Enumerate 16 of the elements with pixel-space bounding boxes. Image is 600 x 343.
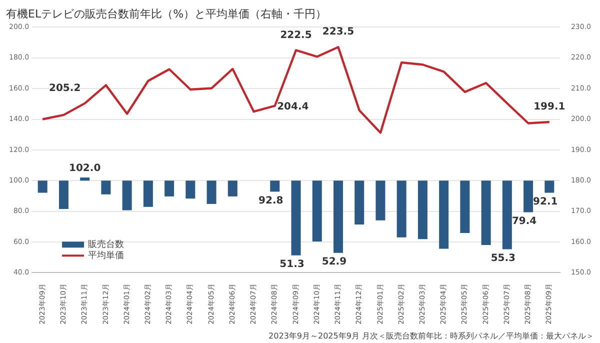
chart-title: 有機ELテレビの販売台数前年比（%）と平均単価（右軸・千円） (6, 7, 327, 20)
text: 2023年9月～2025年9月 月次＜販売台数前年比：時系列パネル／平均単価：最大パネル＞ (268, 331, 594, 340)
data-label: 205.2 (49, 82, 81, 94)
legend-label: 販売台数 (88, 239, 124, 250)
data-label: 52.9 (322, 256, 347, 268)
data-label: 102.0 (69, 163, 101, 174)
data-label: 199.1 (534, 102, 566, 113)
data-label: 79.4 (512, 216, 537, 227)
data-label: 51.3 (280, 258, 304, 270)
data-label: 223.5 (322, 26, 354, 38)
data-label: 92.1 (533, 196, 558, 208)
data-label: 204.4 (277, 101, 309, 112)
legend-label: 平均単価 (88, 250, 124, 262)
data-label: 222.5 (280, 30, 312, 41)
data-label: 92.8 (258, 195, 284, 206)
data-label: 55.3 (490, 252, 516, 264)
